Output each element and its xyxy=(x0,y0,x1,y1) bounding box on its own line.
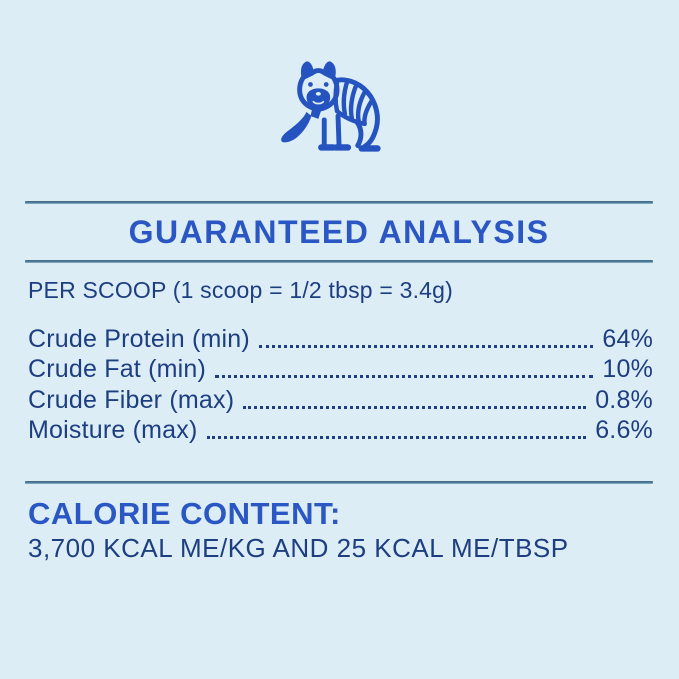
per-scoop-note: PER SCOOP (1 scoop = 1/2 tbsp = 3.4g) xyxy=(28,277,454,303)
calorie-content-title: CALORIE CONTENT: xyxy=(28,496,341,531)
row-value: 6.6% xyxy=(595,416,653,444)
row-label: Crude Fiber (max) xyxy=(28,385,235,414)
row-label: Crude Fat (min) xyxy=(28,355,207,383)
divider-bottom xyxy=(25,481,653,484)
row-value: 64% xyxy=(602,324,653,353)
dot-leader xyxy=(206,436,587,439)
table-row-crude-fiber: Crude Fiber (max) 0.8% xyxy=(28,384,653,415)
dot-leader xyxy=(215,375,594,378)
guaranteed-analysis-title: GUARANTEED ANALYSIS xyxy=(128,214,550,250)
divider-top xyxy=(25,201,653,204)
calorie-content-detail: 3,700 KCAL ME/KG AND 25 KCAL ME/TBSP xyxy=(28,533,569,563)
row-value: 0.8% xyxy=(595,385,653,414)
table-row-crude-fat: Crude Fat (min) 10% xyxy=(28,354,653,385)
row-label: Moisture (max) xyxy=(28,416,198,444)
analysis-table: Crude Protein (min) 64% Crude Fat (min) … xyxy=(28,323,653,445)
row-label: Crude Protein (min) xyxy=(28,324,250,353)
dot-leader xyxy=(243,405,587,409)
dot-leader xyxy=(258,344,594,348)
table-row-crude-protein: Crude Protein (min) 64% xyxy=(28,323,653,354)
row-value: 10% xyxy=(602,355,653,383)
table-row-moisture: Moisture (max) 6.6% xyxy=(28,415,653,446)
divider-middle xyxy=(25,260,653,263)
french-bulldog-icon xyxy=(276,58,404,170)
